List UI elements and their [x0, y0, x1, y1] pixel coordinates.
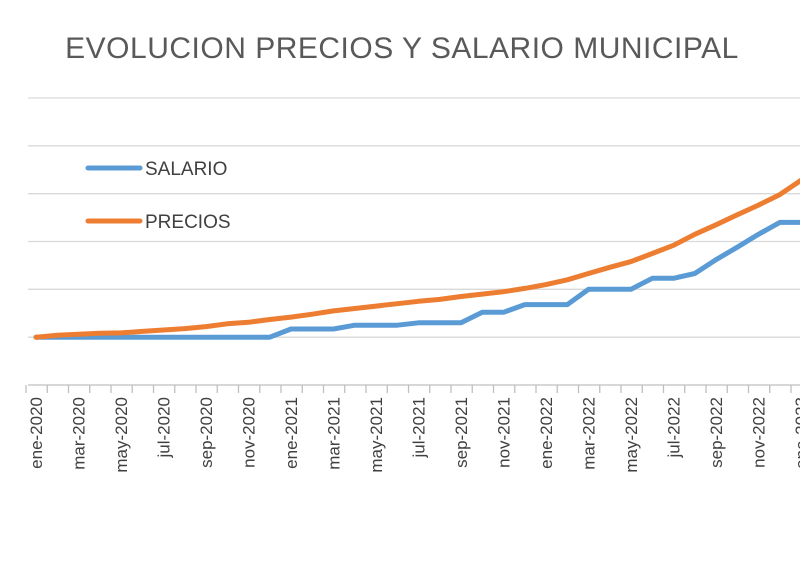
series-lines	[33, 178, 800, 340]
x-axis: ene-2020 mar-2020 may-2020 jul-2020 sep-2020…	[25, 384, 800, 473]
x-tick-label: sep-2020	[197, 397, 216, 468]
legend-label-salario: SALARIO	[145, 159, 227, 180]
x-tick-label: ene-2022	[537, 397, 556, 469]
x-tick-label: jul-2020	[155, 397, 174, 459]
x-tick-label: jul-2022	[665, 397, 684, 459]
x-tick-label: nov-2021	[495, 397, 514, 468]
gridlines	[28, 97, 800, 338]
x-tick-label: may-2020	[112, 397, 131, 473]
x-tick-label: nov-2020	[240, 397, 259, 468]
x-tick-label: ene-2021	[282, 397, 301, 469]
x-tick-label: nov-2022	[750, 397, 769, 468]
legend: SALARIO PRECIOS	[85, 159, 231, 233]
x-tick-label: may-2021	[367, 397, 386, 473]
x-tick-label: sep-2022	[707, 397, 726, 468]
series-line-salario	[33, 219, 800, 340]
legend-label-precios: PRECIOS	[145, 212, 231, 233]
x-tick-label: ene-2020	[27, 397, 46, 469]
x-tick-label: sep-2021	[452, 397, 471, 468]
chart-title: EVOLUCION PRECIOS Y SALARIO MUNICIPAL	[65, 32, 739, 65]
series-line-precios	[33, 178, 800, 340]
x-tick-label: mar-2022	[580, 397, 599, 470]
x-tick-label: mar-2021	[325, 397, 344, 470]
x-tick-label: mar-2020	[70, 397, 89, 470]
x-tick-label: ene-2023	[792, 397, 800, 469]
x-tick-label: may-2022	[622, 397, 641, 473]
x-tick-label: jul-2021	[410, 397, 429, 459]
